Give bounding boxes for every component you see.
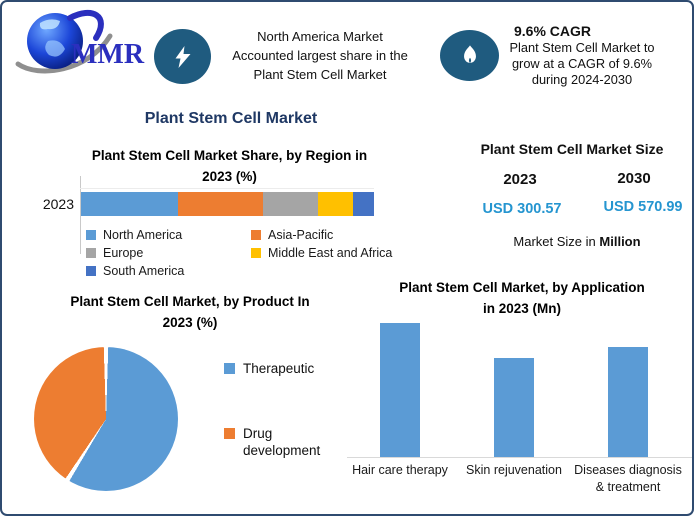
legend-label: Therapeutic — [243, 361, 315, 376]
segment-north-america — [81, 192, 178, 216]
insight-na-line2: Accounted largest share in the — [232, 48, 408, 63]
bar-skin-rejuvenation — [494, 358, 534, 457]
region-category-label: 2023 — [42, 196, 74, 212]
product-chart-title-line1: Plant Stem Cell Market, by Product In — [70, 294, 310, 309]
bar-cell-skin-rejuvenation — [457, 323, 571, 457]
logo-text: MMR — [71, 39, 145, 70]
region-stacked-bar — [81, 192, 374, 216]
region-plot-top-line — [80, 188, 374, 189]
lightning-disc — [154, 29, 211, 84]
flame-icon — [463, 44, 476, 63]
application-chart-title-line1: Plant Stem Cell Market, by Application — [399, 280, 645, 295]
lightning-icon — [175, 45, 190, 68]
legend-swatch — [251, 230, 261, 240]
legend-item-europe: Europe — [86, 246, 251, 260]
market-size-year-2030: 2030 — [617, 170, 651, 187]
legend-label: Europe — [103, 246, 144, 260]
legend-label: South America — [103, 264, 185, 278]
region-legend: North America Asia-Pacific Europe Middle Ea… — [86, 228, 416, 278]
legend-label: Middle East and Africa — [268, 246, 393, 260]
product-legend: Therapeutic Drug development — [224, 360, 343, 459]
legend-swatch — [86, 230, 96, 240]
legend-swatch — [224, 363, 235, 374]
application-chart-title-line2: in 2023 (Mn) — [482, 300, 561, 316]
legend-item-middle-east-and-africa: Middle East and Africa — [251, 246, 416, 260]
application-x-axis-line — [347, 457, 692, 458]
market-size-value-2030: USD 570.99 — [603, 199, 683, 215]
cagr-line1: Plant Stem Cell Market to — [509, 40, 655, 55]
legend-swatch — [86, 266, 96, 276]
bar-cell-diseases-diagnosis-treatment — [571, 323, 685, 457]
region-chart-title-line2: 2023 (%) — [202, 168, 257, 184]
flame-disc — [440, 30, 499, 81]
footnote-unit: Million — [599, 234, 641, 249]
region-y-axis-line — [80, 176, 81, 254]
segment-south-america — [353, 192, 374, 216]
segment-middle-east-and-africa — [318, 192, 354, 216]
insight-na-line1: North America Market — [257, 29, 383, 44]
bar-label-diseases-diagnosis-treatment: Diseases diagnosis & treatment — [574, 463, 682, 494]
legend-item-north-america: North America — [86, 228, 251, 242]
bar-diseases-diagnosis-treatment — [608, 347, 648, 457]
application-chart-title: Plant Stem Cell Market, by Application i… — [354, 278, 690, 320]
legend-item-asia-pacific: Asia-Pacific — [251, 228, 416, 242]
market-size-value-2023: USD 300.57 — [482, 201, 562, 217]
mmr-logo: MMR — [8, 6, 150, 82]
segment-asia-pacific — [177, 192, 263, 216]
segment-europe — [262, 192, 319, 216]
region-chart-title: Plant Stem Cell Market Share, by Region … — [32, 146, 427, 188]
application-bars — [343, 323, 685, 457]
legend-label: Drug development — [243, 426, 321, 458]
cagr-title: 9.6% CAGR — [514, 23, 592, 39]
pie-legend-item-therapeutic: Therapeutic — [224, 360, 343, 377]
product-chart-title: Plant Stem Cell Market, by Product In 20… — [20, 292, 360, 334]
market-size-footnote: Market Size in Million — [462, 234, 692, 249]
cagr-line2: grow at a CAGR of 9.6% — [511, 56, 653, 71]
product-chart-title-line2: 2023 (%) — [162, 314, 218, 330]
legend-label: North America — [103, 228, 183, 242]
globe-icon: MMR — [15, 9, 145, 74]
legend-swatch — [86, 248, 96, 258]
legend-swatch — [224, 428, 235, 439]
bar-hair-care-therapy — [380, 323, 420, 457]
region-chart-title-line1: Plant Stem Cell Market Share, by Region … — [91, 148, 368, 163]
market-size-title: Plant Stem Cell Market Size — [480, 141, 664, 157]
legend-swatch — [251, 248, 261, 258]
legend-item-south-america: South America — [86, 264, 251, 278]
legend-label: Asia-Pacific — [268, 228, 334, 242]
footnote-text: Market Size in — [513, 234, 596, 249]
product-pie — [34, 347, 178, 491]
page-title: Plant Stem Cell Market — [144, 110, 318, 127]
insight-cagr: 9.6% CAGR Plant Stem Cell Market to grow… — [508, 23, 656, 88]
pie-legend-item-drug-development: Drug development — [224, 425, 343, 459]
insight-north-america: North America Market Accounted largest s… — [220, 27, 420, 84]
application-labels: Hair care therapy Skin rejuvenation Diseas… — [343, 462, 685, 496]
market-size-year-2023: 2023 — [503, 171, 537, 188]
bar-label-hair-care-therapy: Hair care therapy — [352, 463, 448, 477]
bar-label-skin-rejuvenation: Skin rejuvenation — [466, 463, 562, 477]
bar-cell-hair-care-therapy — [343, 323, 457, 457]
cagr-line3: during 2024-2030 — [531, 72, 633, 87]
insight-na-line3: Plant Stem Cell Market — [253, 67, 387, 82]
